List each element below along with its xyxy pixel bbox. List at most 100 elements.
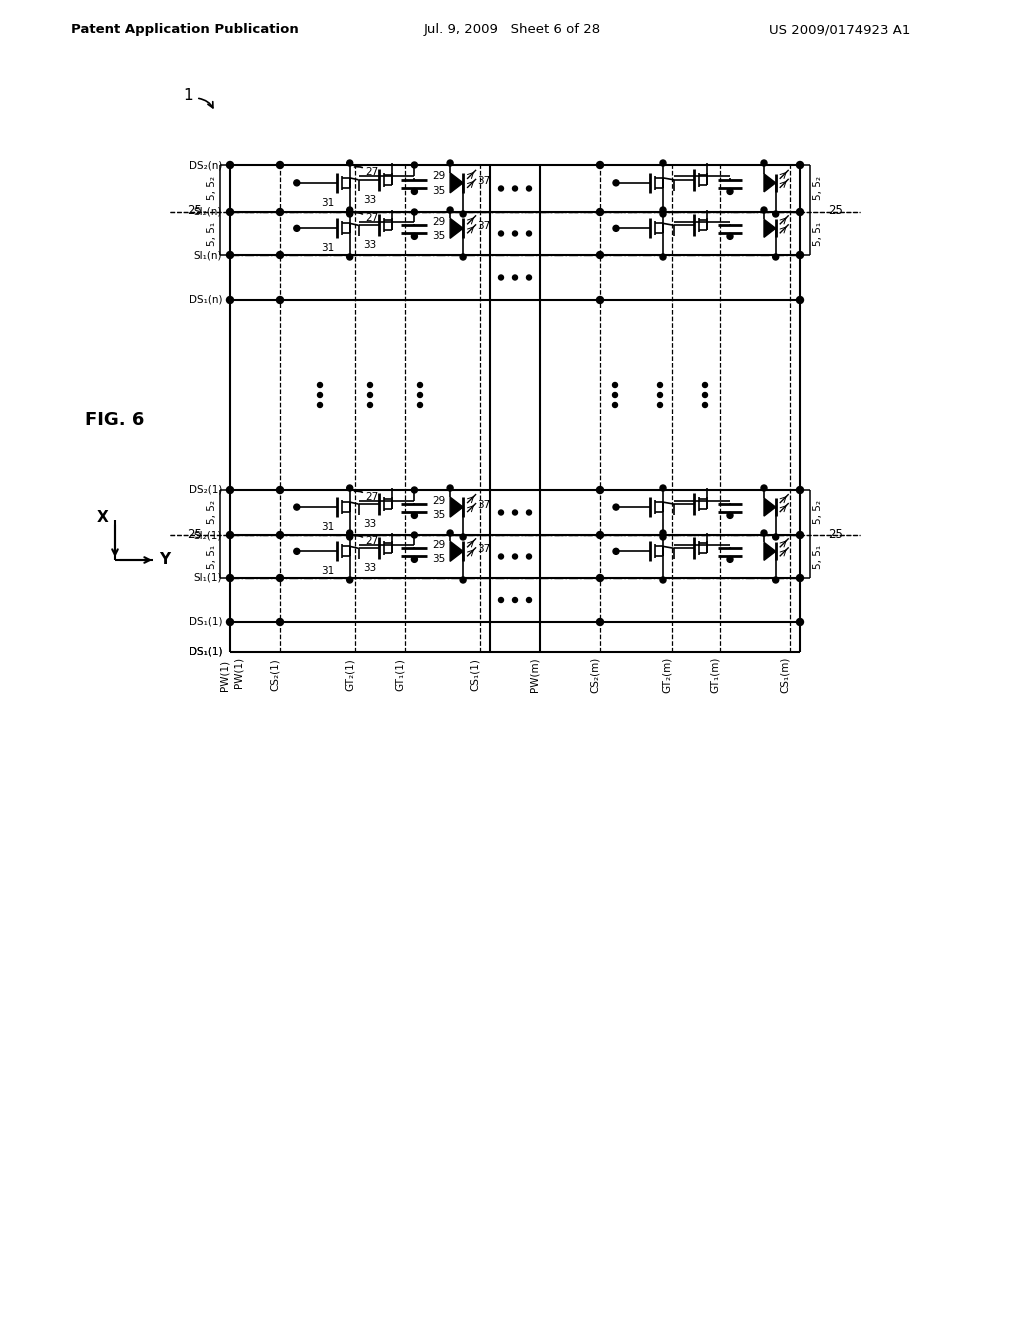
Circle shape: [797, 297, 804, 304]
Circle shape: [797, 574, 804, 582]
Text: 1: 1: [183, 87, 193, 103]
Circle shape: [447, 484, 453, 491]
Circle shape: [512, 510, 517, 515]
Circle shape: [226, 487, 233, 494]
Circle shape: [447, 531, 453, 536]
Text: SI₂(n): SI₂(n): [194, 207, 222, 216]
Circle shape: [347, 253, 352, 260]
Circle shape: [797, 619, 804, 626]
Text: Patent Application Publication: Patent Application Publication: [71, 24, 299, 37]
Circle shape: [660, 484, 666, 491]
Circle shape: [499, 598, 504, 602]
Text: GT₁(m): GT₁(m): [710, 657, 720, 693]
Circle shape: [797, 161, 804, 169]
Circle shape: [226, 619, 233, 626]
Circle shape: [347, 531, 352, 536]
Circle shape: [499, 186, 504, 191]
Circle shape: [597, 252, 603, 259]
Text: 5, 5₂: 5, 5₂: [207, 500, 217, 524]
Circle shape: [526, 510, 531, 515]
Circle shape: [368, 403, 373, 408]
Circle shape: [317, 403, 323, 408]
Circle shape: [660, 535, 666, 540]
Text: CS₁(m): CS₁(m): [780, 657, 790, 693]
Circle shape: [761, 531, 767, 536]
Circle shape: [347, 484, 352, 491]
Text: 27: 27: [366, 536, 379, 546]
Text: 5, 5₂: 5, 5₂: [813, 177, 823, 201]
Circle shape: [447, 207, 453, 213]
Text: 27: 27: [366, 491, 379, 502]
Text: 37: 37: [477, 500, 490, 510]
Circle shape: [727, 234, 733, 239]
Text: 37: 37: [477, 176, 490, 186]
Circle shape: [526, 554, 531, 558]
Circle shape: [294, 548, 300, 554]
Circle shape: [412, 512, 418, 519]
Circle shape: [317, 392, 323, 397]
Text: 25: 25: [187, 528, 202, 540]
Circle shape: [727, 189, 733, 194]
Text: 29: 29: [432, 216, 445, 227]
Circle shape: [447, 160, 453, 166]
Circle shape: [499, 231, 504, 236]
Circle shape: [460, 253, 466, 260]
Text: SI₁(n): SI₁(n): [194, 249, 222, 260]
Circle shape: [226, 252, 233, 259]
Circle shape: [412, 234, 418, 239]
Text: 5, 5₁: 5, 5₁: [207, 222, 217, 246]
Circle shape: [499, 510, 504, 515]
Circle shape: [412, 487, 418, 492]
Text: 31: 31: [322, 523, 335, 532]
Circle shape: [613, 226, 618, 231]
Text: 33: 33: [364, 519, 377, 529]
Circle shape: [597, 619, 603, 626]
Circle shape: [368, 383, 373, 388]
Circle shape: [276, 297, 284, 304]
Circle shape: [702, 383, 708, 388]
Polygon shape: [451, 173, 463, 193]
Circle shape: [226, 209, 233, 215]
Circle shape: [276, 161, 284, 169]
Circle shape: [612, 392, 617, 397]
Circle shape: [773, 253, 778, 260]
Text: SI₁(1): SI₁(1): [194, 573, 222, 583]
Circle shape: [597, 532, 603, 539]
Circle shape: [347, 160, 352, 166]
Text: 35: 35: [432, 186, 445, 197]
Text: DS₁(n): DS₁(n): [188, 294, 222, 305]
Text: 27: 27: [366, 166, 379, 177]
Circle shape: [512, 186, 517, 191]
Circle shape: [613, 504, 618, 510]
Text: 31: 31: [322, 566, 335, 577]
Circle shape: [727, 512, 733, 519]
Text: 5, 5₂: 5, 5₂: [207, 177, 217, 201]
Circle shape: [797, 209, 804, 215]
Circle shape: [657, 403, 663, 408]
Text: 35: 35: [432, 231, 445, 242]
Circle shape: [412, 189, 418, 194]
Polygon shape: [451, 541, 463, 561]
Circle shape: [412, 556, 418, 562]
Circle shape: [412, 162, 418, 168]
Circle shape: [702, 392, 708, 397]
Circle shape: [773, 535, 778, 540]
Circle shape: [512, 598, 517, 602]
Circle shape: [613, 548, 618, 554]
Circle shape: [294, 180, 300, 186]
Circle shape: [460, 211, 466, 216]
Circle shape: [512, 554, 517, 558]
Polygon shape: [451, 498, 463, 517]
Text: 25: 25: [828, 528, 843, 540]
Polygon shape: [764, 543, 776, 560]
Circle shape: [347, 535, 352, 540]
Circle shape: [597, 161, 603, 169]
Text: 35: 35: [432, 554, 445, 565]
Text: Y: Y: [160, 553, 171, 568]
Text: 29: 29: [432, 172, 445, 181]
Circle shape: [526, 186, 531, 191]
Polygon shape: [451, 218, 463, 239]
Circle shape: [460, 535, 466, 540]
Text: 5, 5₁: 5, 5₁: [813, 544, 823, 569]
Text: DS₁(1): DS₁(1): [188, 616, 222, 627]
